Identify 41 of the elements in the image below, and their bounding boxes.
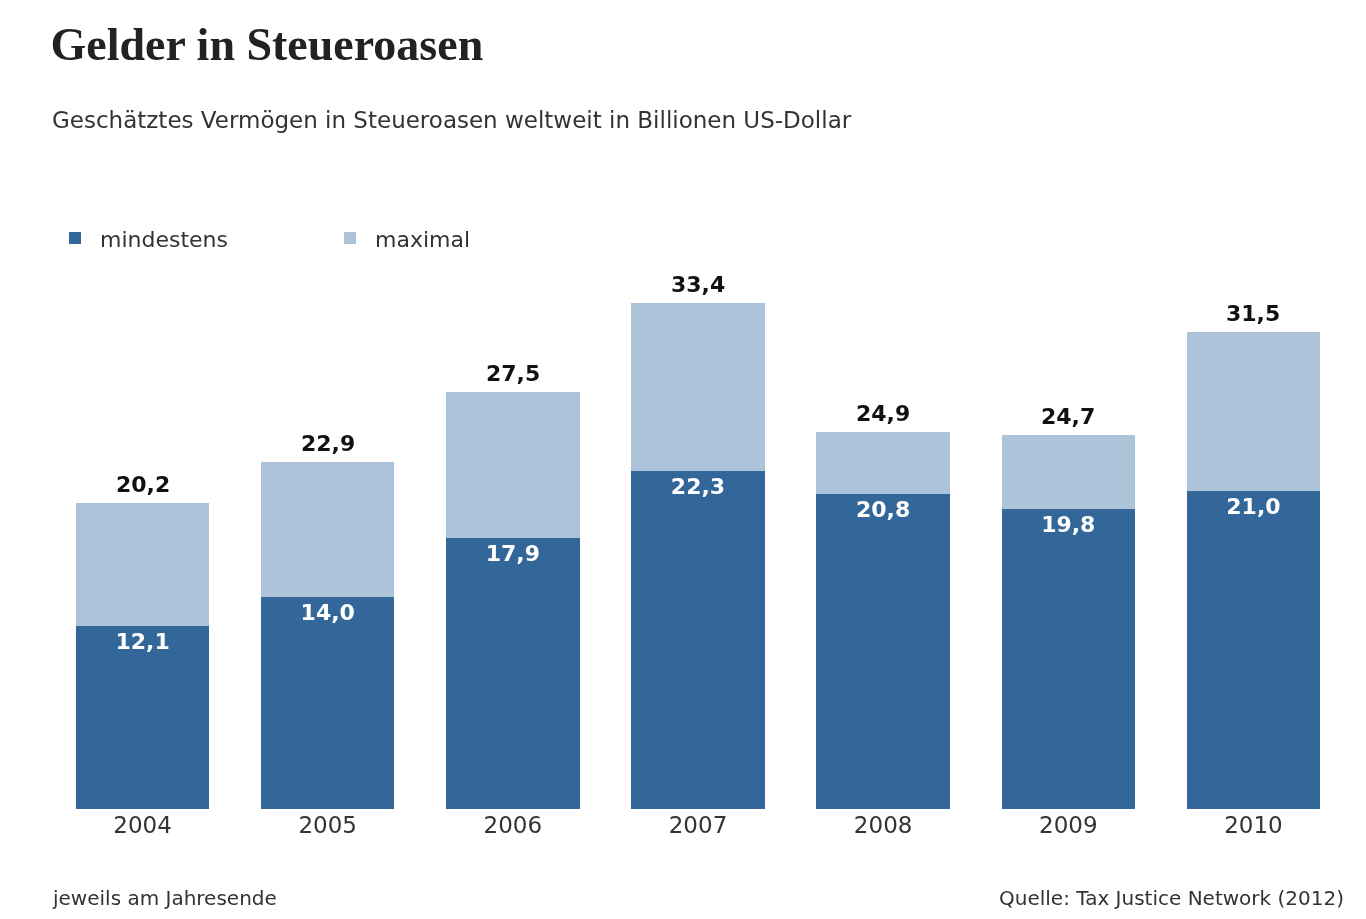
- chart-subtitle: Geschätztes Vermögen in Steueroasen weltweit in Billionen US-Dollar: [52, 107, 852, 133]
- x-tick-label: 2007: [668, 812, 728, 838]
- data-label: 22,3: [670, 474, 726, 500]
- bar: [261, 596, 395, 809]
- legend-label: maximal: [375, 226, 471, 252]
- x-tick-label: 2010: [1224, 812, 1283, 838]
- total-label: 20,2: [116, 472, 171, 497]
- data-label: 17,9: [485, 540, 540, 566]
- total-label: 24,7: [1041, 404, 1096, 429]
- x-tick-label: 2009: [1039, 812, 1098, 838]
- x-tick-label: 2008: [853, 812, 913, 838]
- bar: [631, 471, 765, 809]
- bar: [446, 537, 580, 809]
- chart-title: Gelder in Steueroasen: [50, 18, 484, 70]
- legend-label: mindestens: [100, 226, 229, 252]
- text: jeweils am Jahresende: [52, 886, 277, 910]
- data-label: 12,1: [115, 628, 170, 654]
- data-label: 14,0: [300, 599, 355, 625]
- total-label: 24,9: [856, 401, 911, 426]
- x-tick-label: 2004: [113, 812, 172, 838]
- bar: [1186, 331, 1321, 491]
- data-label: 21,0: [1226, 493, 1281, 519]
- total-label: 22,9: [301, 431, 356, 456]
- bar: [261, 462, 395, 597]
- total-label: 31,5: [1226, 301, 1281, 326]
- data-label: 19,8: [1041, 512, 1096, 538]
- bar: [75, 502, 210, 626]
- total-label: 27,5: [486, 361, 541, 386]
- bar: [1001, 509, 1135, 809]
- bar: [816, 431, 950, 494]
- bar: [1001, 434, 1135, 510]
- bar: [631, 303, 765, 472]
- total-label: 33,4: [671, 272, 726, 297]
- data-label: 20,8: [856, 496, 911, 522]
- bar: [75, 625, 210, 809]
- bar: [816, 493, 950, 809]
- x-tick-label: 2006: [483, 812, 543, 838]
- source-note: Quelle: Tax Justice Network (2012): [999, 886, 1345, 910]
- bar: [1186, 490, 1321, 809]
- bar: [446, 392, 580, 538]
- x-tick-label: 2005: [298, 812, 357, 838]
